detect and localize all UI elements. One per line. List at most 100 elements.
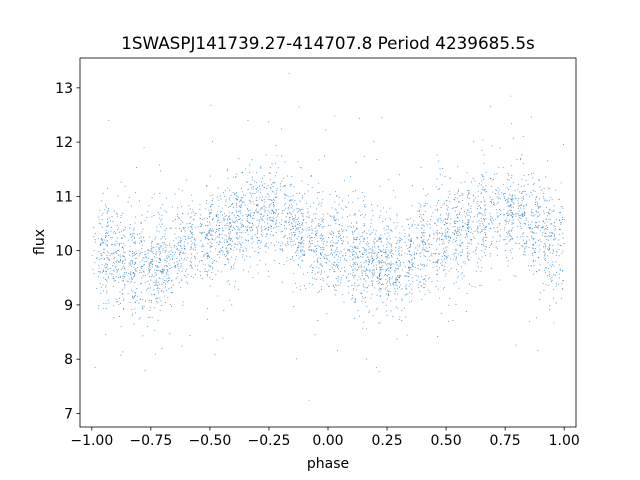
data-point	[207, 238, 209, 240]
data-point	[100, 255, 102, 257]
data-point	[100, 238, 102, 240]
data-point	[112, 277, 114, 279]
data-point	[211, 203, 213, 205]
data-point	[145, 253, 147, 255]
data-point	[319, 237, 321, 240]
data-point	[223, 309, 225, 311]
data-point	[544, 200, 546, 202]
data-point	[251, 227, 253, 229]
data-point	[162, 241, 164, 243]
data-point	[536, 201, 538, 203]
data-point	[347, 292, 350, 294]
data-point	[296, 228, 298, 230]
data-point	[130, 278, 132, 280]
data-point	[544, 260, 546, 262]
data-point	[335, 223, 337, 225]
data-point	[443, 202, 445, 205]
data-point	[408, 285, 410, 287]
data-point	[301, 167, 303, 169]
data-point	[273, 244, 276, 246]
data-point	[323, 271, 326, 273]
data-point	[441, 184, 443, 186]
data-point	[423, 225, 425, 227]
data-point	[543, 242, 545, 245]
data-point	[304, 255, 306, 257]
data-point	[408, 270, 410, 272]
data-point	[472, 195, 474, 197]
data-point	[482, 239, 484, 241]
data-point	[558, 219, 560, 221]
data-point	[338, 204, 340, 206]
data-point	[295, 358, 297, 360]
data-point	[292, 211, 294, 213]
data-point	[104, 234, 106, 237]
data-point	[345, 255, 347, 257]
data-point	[101, 264, 103, 266]
data-point	[456, 262, 459, 264]
data-point	[288, 221, 290, 223]
data-point	[273, 218, 275, 220]
data-point	[99, 270, 101, 272]
data-point	[354, 230, 356, 232]
data-point	[235, 256, 237, 258]
data-point	[373, 269, 376, 271]
data-point	[365, 254, 367, 256]
data-point	[259, 188, 261, 190]
data-point	[537, 227, 539, 229]
data-point	[477, 205, 479, 207]
data-point	[190, 237, 192, 239]
data-point	[280, 223, 282, 225]
data-point	[423, 265, 425, 268]
data-point	[114, 267, 116, 269]
data-point	[406, 334, 408, 336]
data-point	[217, 236, 219, 238]
data-point	[466, 234, 468, 236]
data-point	[165, 265, 167, 267]
data-point	[178, 188, 180, 190]
data-point	[395, 227, 397, 229]
data-point	[523, 207, 525, 209]
data-point	[490, 221, 492, 223]
data-point	[484, 236, 486, 239]
data-point	[168, 288, 170, 290]
data-point	[106, 245, 108, 247]
data-point	[139, 233, 141, 235]
data-point	[539, 214, 541, 216]
data-point	[274, 193, 276, 195]
data-point	[222, 254, 224, 256]
data-point	[436, 202, 438, 204]
data-point	[295, 219, 297, 221]
data-point	[239, 229, 241, 231]
data-point	[529, 228, 531, 230]
data-point	[352, 259, 354, 261]
data-point	[422, 247, 424, 249]
data-point	[120, 326, 122, 328]
data-point	[427, 278, 429, 280]
data-point	[397, 250, 399, 252]
data-point	[376, 294, 378, 296]
data-point	[122, 255, 124, 257]
data-point	[557, 243, 559, 245]
data-point	[367, 269, 369, 271]
data-point	[352, 269, 354, 271]
data-point	[120, 231, 123, 233]
data-point	[453, 252, 455, 254]
data-point	[423, 235, 425, 237]
data-point	[352, 190, 354, 193]
data-point	[468, 190, 470, 192]
data-point	[526, 217, 528, 219]
data-point	[382, 302, 384, 304]
data-point	[123, 280, 125, 282]
data-point	[95, 258, 97, 260]
data-point	[154, 284, 156, 286]
data-point	[544, 252, 546, 254]
data-point	[483, 178, 485, 180]
data-point	[180, 245, 182, 248]
data-point	[553, 274, 555, 276]
data-point	[414, 266, 416, 268]
data-point	[507, 260, 509, 262]
data-point	[379, 185, 381, 187]
data-point	[124, 283, 126, 285]
data-point	[228, 199, 230, 201]
data-point	[353, 285, 355, 287]
